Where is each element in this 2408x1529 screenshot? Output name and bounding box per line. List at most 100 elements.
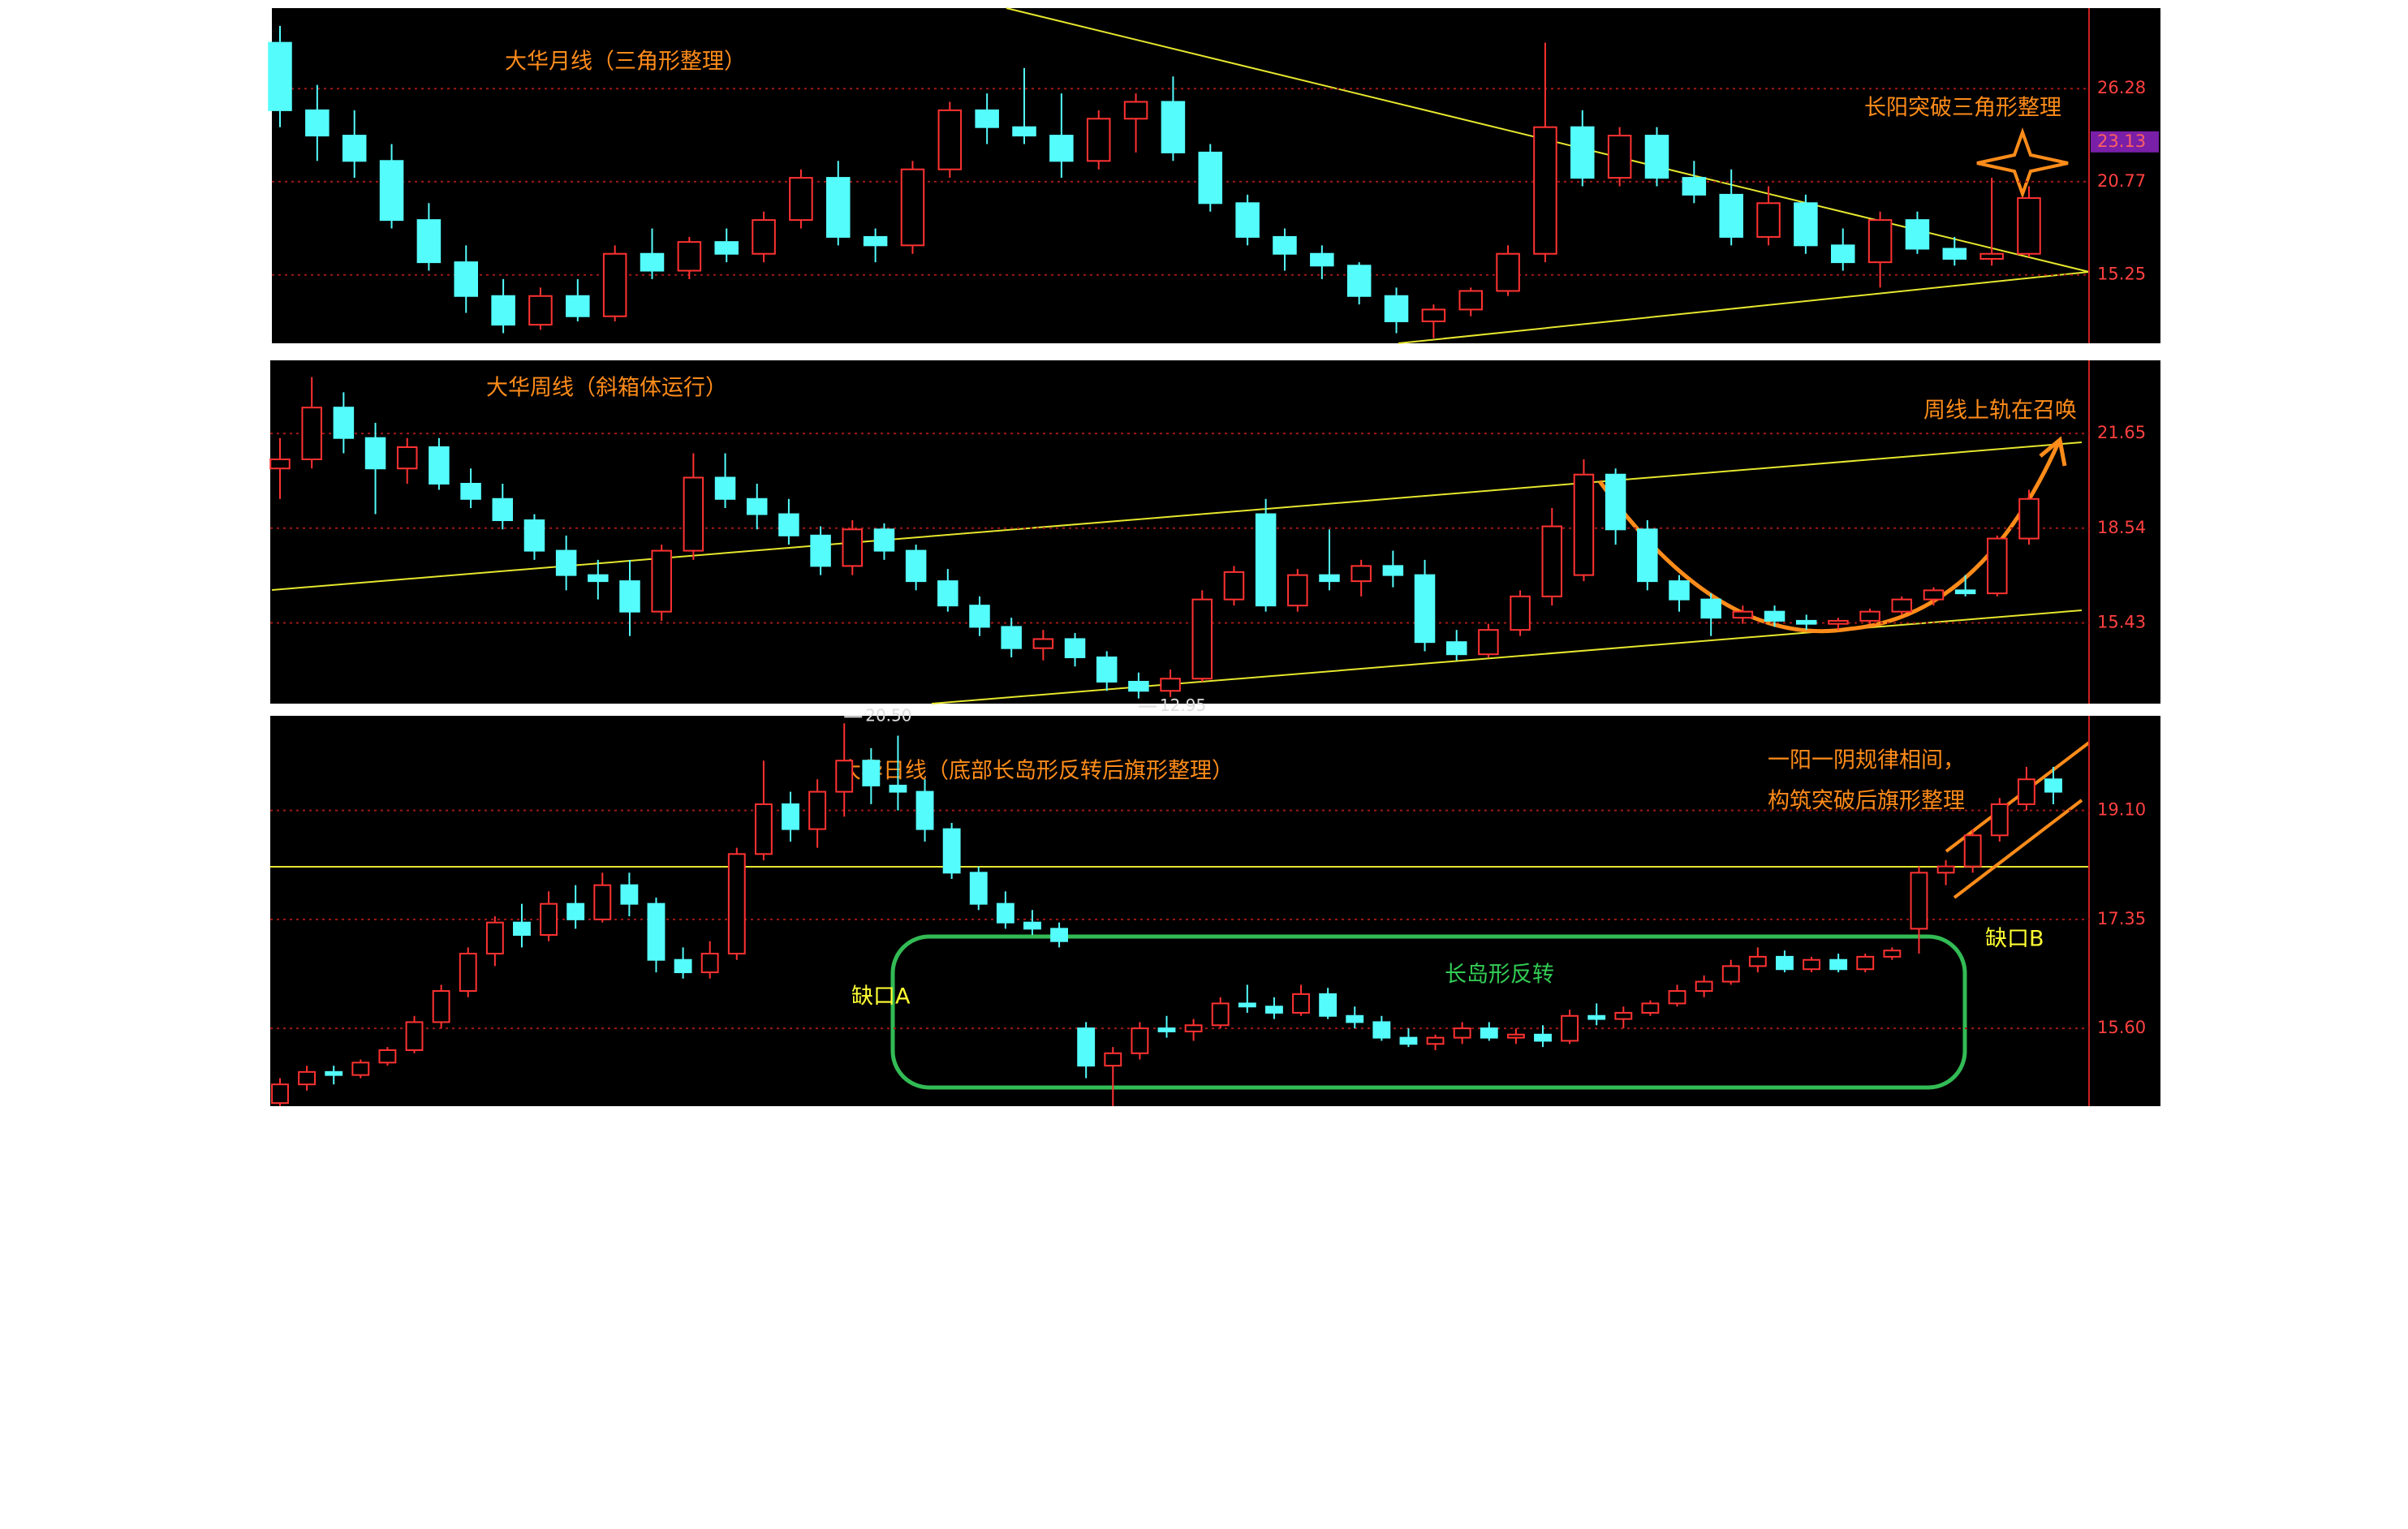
price-tag: 23.13 <box>2097 131 2146 151</box>
panel-bg <box>270 716 2160 1106</box>
candle-body <box>1669 580 1690 601</box>
candle-body <box>1223 571 1245 601</box>
y-tick-label: 18.54 <box>2097 518 2146 537</box>
candle-body <box>1480 1027 1498 1039</box>
candle-body <box>416 219 442 264</box>
trend-line <box>1398 271 2090 344</box>
candle-body <box>1963 834 1982 868</box>
candle-body <box>1641 1002 1660 1014</box>
annotation: 构筑突破后旗形整理 <box>1768 789 1965 814</box>
candle-body <box>1458 290 1483 311</box>
y-tick-label: 20.77 <box>2097 171 2146 191</box>
candle-body <box>1607 135 1632 179</box>
candle-body <box>1803 958 1820 971</box>
candle-body <box>1510 595 1531 631</box>
price-tag-bg <box>2091 131 2159 153</box>
candle-body <box>1235 202 1260 238</box>
candle-body <box>1077 1027 1096 1067</box>
candle-body <box>1160 678 1181 692</box>
panel-bg <box>270 360 2160 704</box>
candle-body <box>1614 1011 1633 1020</box>
candle-body <box>647 902 666 961</box>
candle-body <box>1644 135 1669 179</box>
candle-body <box>1191 598 1213 680</box>
candle-body <box>1198 151 1223 205</box>
candle-body <box>1346 1014 1364 1023</box>
candle-body <box>863 235 888 247</box>
candle-body <box>528 295 553 326</box>
candle-body <box>1255 513 1277 607</box>
candle-body <box>1570 126 1595 179</box>
candle-body <box>835 760 854 793</box>
candle-body <box>714 241 739 255</box>
candle-body <box>454 261 479 297</box>
candle-body <box>1012 126 1036 137</box>
candle-body <box>1905 219 1930 250</box>
candle-body <box>1264 1006 1283 1014</box>
candle-body <box>1923 589 1945 601</box>
candle-body <box>1123 101 1148 120</box>
annotation: 一阳一阴规律相间， <box>1768 748 1965 773</box>
candle-body <box>1292 993 1310 1014</box>
candle-body <box>1310 252 1334 267</box>
candle-body <box>1445 641 1467 656</box>
candle-body <box>523 519 545 552</box>
candle-body <box>1732 610 1754 619</box>
candle-body <box>620 884 639 905</box>
candle-body <box>677 241 702 272</box>
candle-body <box>1748 955 1767 967</box>
candle-body <box>1942 248 1967 260</box>
candle-body <box>602 252 627 317</box>
candle-body <box>969 605 990 628</box>
candle-body <box>405 1021 424 1051</box>
candle-body <box>588 574 609 583</box>
candle-body <box>364 437 386 470</box>
candle-body <box>1211 1002 1230 1027</box>
star-icon <box>1976 127 2069 199</box>
candle-body <box>432 990 450 1023</box>
candle-body <box>1954 589 1976 595</box>
candle-body <box>429 446 450 485</box>
candle-body <box>942 828 961 874</box>
candle-body <box>1795 619 1817 625</box>
candle-body <box>1700 598 1721 619</box>
candle-body <box>714 476 736 500</box>
candle-body <box>1287 574 1308 607</box>
arc-arrow <box>1597 441 2061 634</box>
candle-body <box>1573 473 1595 576</box>
candle-body <box>351 1062 370 1076</box>
y-tick-label: 15.60 <box>2097 1018 2146 1037</box>
candle-body <box>485 921 504 955</box>
candle-body <box>2017 778 2035 805</box>
candle-body <box>301 407 322 460</box>
candle-body <box>754 803 773 855</box>
candle-body <box>459 953 477 993</box>
candle-body <box>1534 1033 1552 1042</box>
candle-body <box>1856 955 1875 971</box>
candle-body <box>378 1049 397 1064</box>
candle-body <box>1350 565 1372 583</box>
flag-line <box>1953 799 2083 899</box>
candle-body <box>937 580 958 607</box>
candle-body <box>915 790 934 830</box>
candle-body <box>1936 865 1955 874</box>
candle-body <box>1238 1002 1256 1008</box>
candle-body <box>1541 525 1563 597</box>
candle-body <box>1496 252 1520 292</box>
candle-body <box>752 219 776 255</box>
candle-body <box>1049 135 1074 162</box>
candle-body <box>1161 101 1186 153</box>
candle-body <box>379 160 404 222</box>
candle-body <box>1990 803 2009 837</box>
candle-body <box>1157 1027 1176 1032</box>
candle-body <box>1426 1036 1445 1045</box>
candle-body <box>271 1083 289 1105</box>
candle-body <box>1859 610 1880 622</box>
candle-body <box>333 407 355 439</box>
candle-body <box>810 534 831 567</box>
candle-body <box>640 252 665 272</box>
candle-body <box>593 884 612 920</box>
candle-body <box>298 1070 317 1086</box>
candle-body <box>1032 638 1054 649</box>
candle-body <box>2018 497 2040 540</box>
